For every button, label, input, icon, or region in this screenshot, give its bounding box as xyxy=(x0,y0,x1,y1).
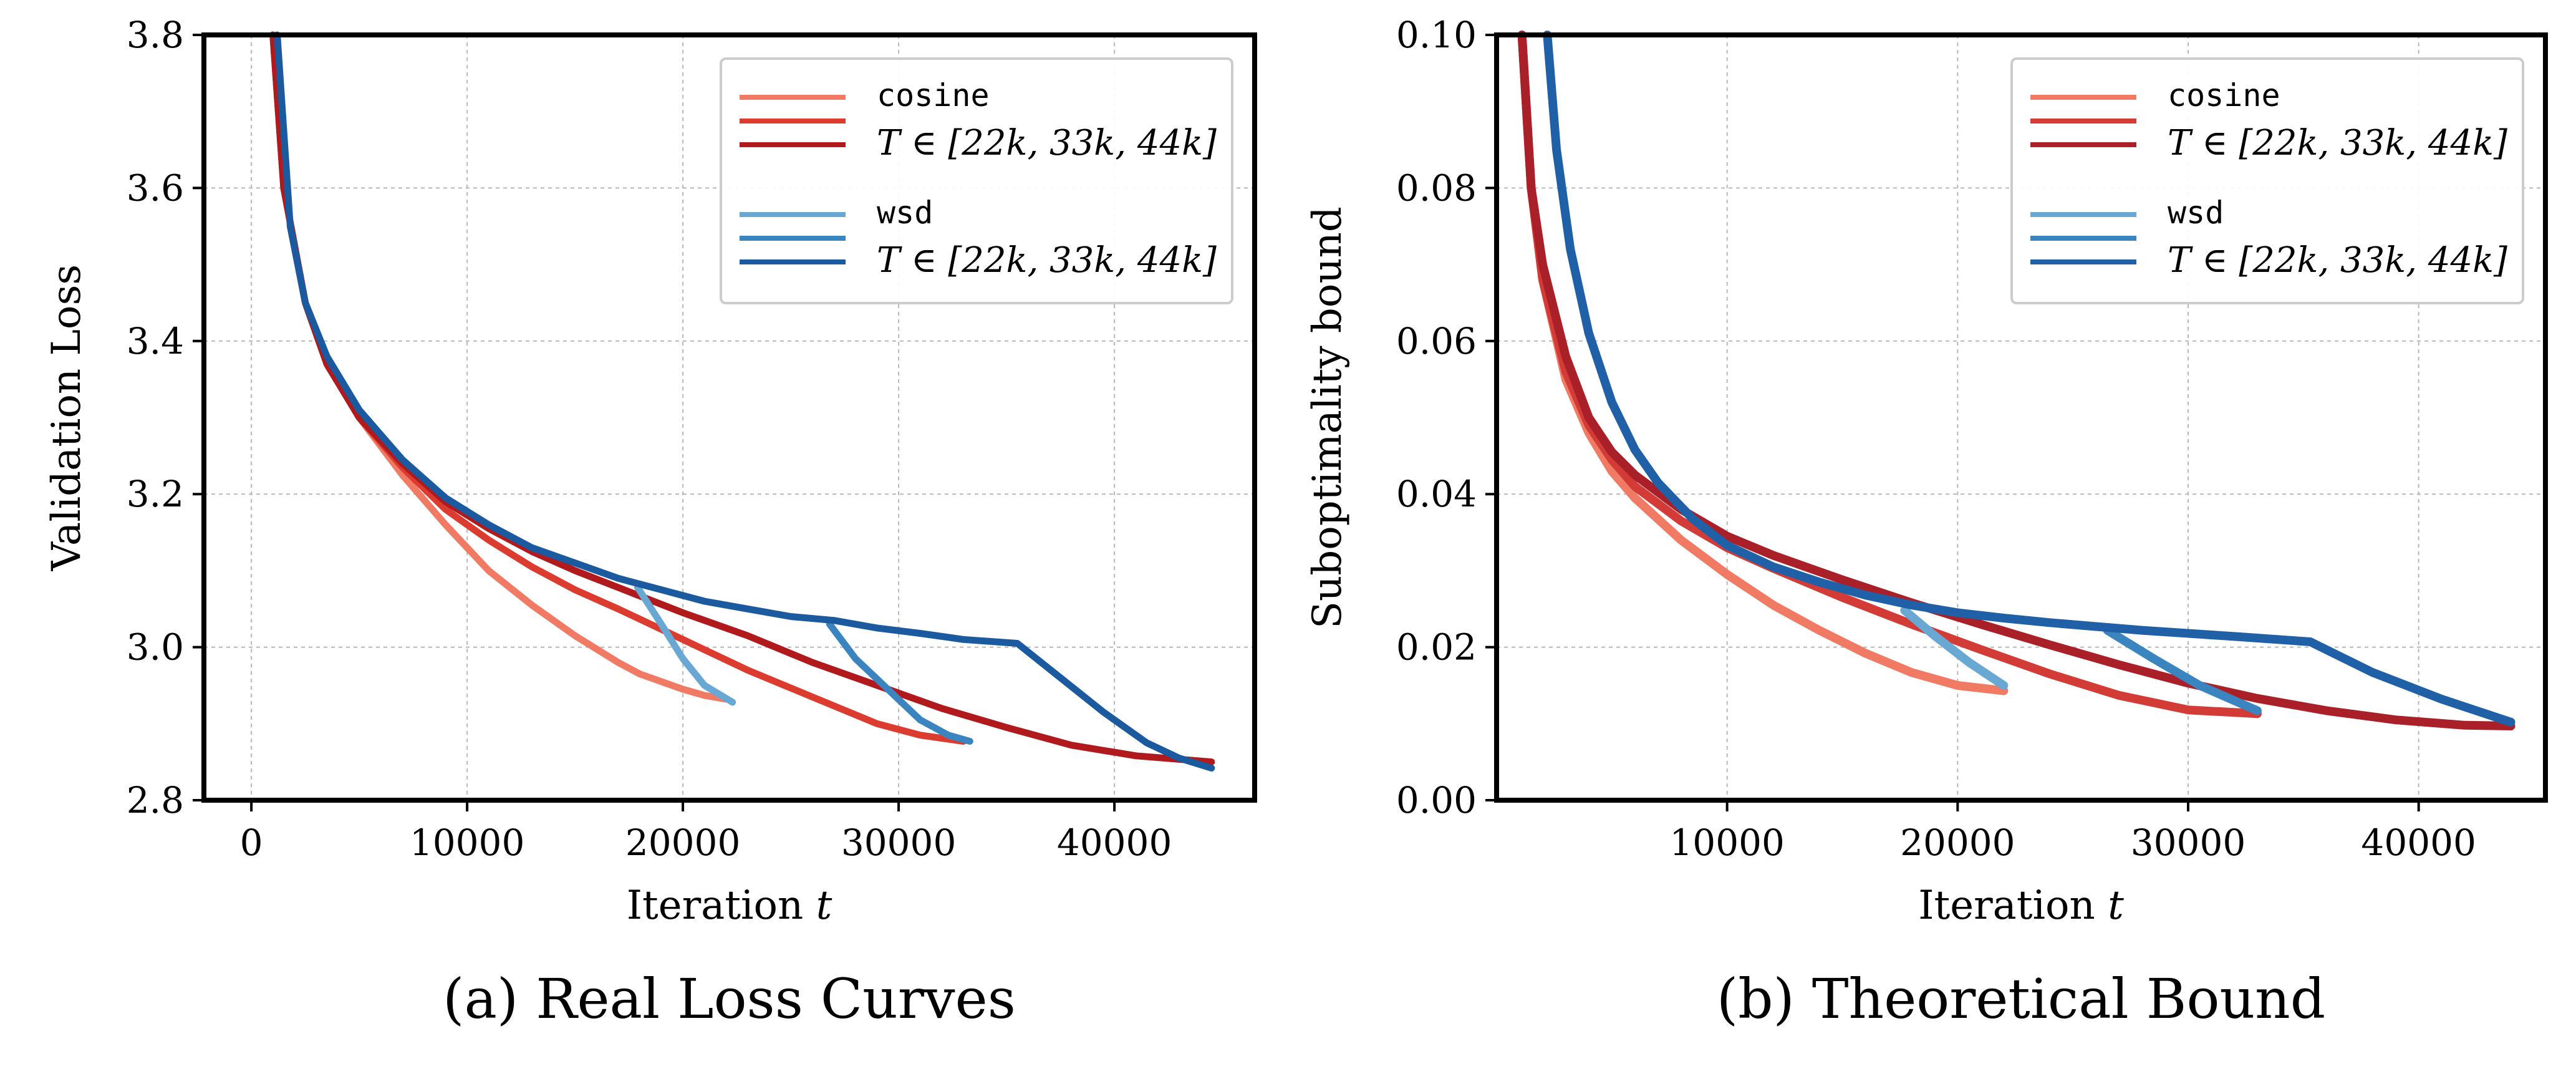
y-tick-label: 0.04 xyxy=(1396,473,1477,515)
legend: cosine T ∈ [22k, 33k, 44k] wsd T ∈ [22k, 33… xyxy=(2010,57,2524,304)
y-tick-label: 0.00 xyxy=(1396,779,1477,821)
y-tick-label: 0.06 xyxy=(1396,320,1477,362)
series-line-wsd-1 xyxy=(826,621,973,745)
x-tick-label: 10000 xyxy=(1669,821,1785,864)
legend-label-wsd: wsd xyxy=(877,195,933,231)
panel-caption: (b) Theoretical Bound xyxy=(1717,967,2325,1031)
legend-T-wsd: T ∈ [22k, 33k, 44k] xyxy=(2168,240,2507,281)
series-line-wsd-2 xyxy=(1543,31,2516,727)
y-axis-label: Suboptimality bound xyxy=(1305,206,1351,629)
series-line-cosine-2 xyxy=(1517,31,2516,730)
legend-label-wsd: wsd xyxy=(2168,195,2224,231)
x-tick-label: 20000 xyxy=(625,821,741,864)
series-line-wsd-2 xyxy=(274,31,1215,772)
y-tick-label: 0.10 xyxy=(1396,14,1477,56)
legend: cosine T ∈ [22k, 33k, 44k] wsd T ∈ [22k, 33… xyxy=(720,57,1233,304)
legend-T-cosine: T ∈ [22k, 33k, 44k] xyxy=(2168,123,2507,163)
x-tick-label: 10000 xyxy=(410,821,525,864)
legend-box xyxy=(720,57,1233,304)
y-axis-label: Validation Loss xyxy=(44,264,90,572)
x-tick-label: 0 xyxy=(240,821,263,864)
x-tick-label: 40000 xyxy=(2361,821,2476,864)
legend-T-cosine: T ∈ [22k, 33k, 44k] xyxy=(877,123,1217,163)
y-tick-label: 3.8 xyxy=(127,14,184,56)
panel-real-loss: cosine T ∈ [22k, 33k, 44k] wsd T ∈ [22k, 33… xyxy=(44,14,1257,1031)
series-line-wsd-0 xyxy=(634,584,736,706)
legend-label-cosine: cosine xyxy=(877,77,990,114)
series-line-wsd-0 xyxy=(1900,606,2009,690)
y-tick-label: 3.4 xyxy=(127,320,184,362)
legend-T-wsd: T ∈ [22k, 33k, 44k] xyxy=(877,240,1217,281)
series-line-wsd-1 xyxy=(2103,626,2262,715)
y-tick-label: 3.2 xyxy=(127,473,184,515)
y-tick-label: 2.8 xyxy=(127,779,184,821)
x-tick-label: 30000 xyxy=(841,821,957,864)
panel-caption: (a) Real Loss Curves xyxy=(443,967,1016,1031)
legend-label-cosine: cosine xyxy=(2168,77,2280,114)
y-tick-label: 3.0 xyxy=(127,626,184,669)
x-axis-label: Iteration t xyxy=(627,883,832,929)
series-line-cosine-2 xyxy=(269,31,1215,766)
x-axis-label: Iteration t xyxy=(1918,883,2124,929)
y-tick-label: 3.6 xyxy=(127,167,184,209)
x-tick-label: 20000 xyxy=(1900,821,2015,864)
panel-theoretical-bound: cosine T ∈ [22k, 33k, 44k] wsd T ∈ [22k, 33… xyxy=(1305,14,2548,1031)
y-tick-label: 0.02 xyxy=(1396,626,1477,669)
x-tick-label: 40000 xyxy=(1057,821,1172,864)
legend-box xyxy=(2010,57,2524,304)
x-tick-label: 30000 xyxy=(2131,821,2246,864)
y-tick-label: 0.08 xyxy=(1396,167,1477,209)
plot-frame xyxy=(1494,32,2548,803)
plot-frame xyxy=(201,32,1257,803)
